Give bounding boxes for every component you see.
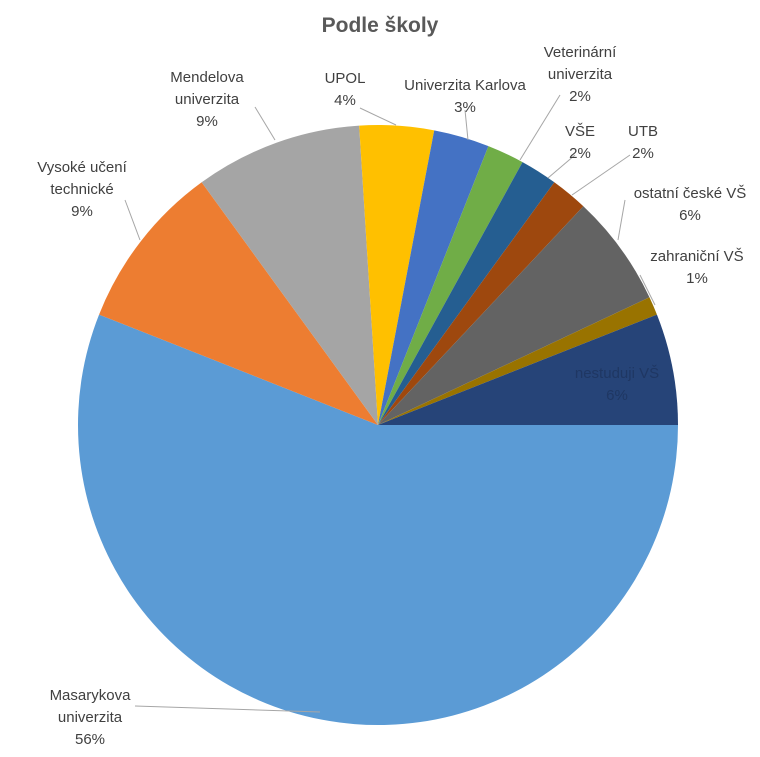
leader-line <box>547 154 576 179</box>
pie-slice <box>359 125 435 425</box>
value-label: 6% <box>606 387 628 404</box>
leader-line <box>519 94 561 161</box>
leader-line <box>639 274 656 306</box>
category-label: Mendelova univerzita <box>170 69 244 108</box>
category-label: VŠE <box>564 123 595 140</box>
pie-slice <box>378 130 489 425</box>
value-label: 56% <box>74 731 106 748</box>
value-label: 9% <box>196 113 218 130</box>
slice-label: Vysoké učení technické 9% <box>22 157 142 223</box>
pie-slice <box>99 182 379 425</box>
pie-slice <box>378 162 555 425</box>
slice-label: zahraniční VŠ 1% <box>627 246 760 290</box>
value-label: 2% <box>569 145 591 162</box>
slice-label: ostatní české VŠ 6% <box>620 183 760 227</box>
category-label: UTB <box>628 123 658 140</box>
pie-slice <box>378 297 657 425</box>
value-label: 3% <box>454 99 476 116</box>
pie-slice <box>378 314 678 425</box>
value-label: 4% <box>334 92 356 109</box>
slice-label: UTB 2% <box>618 121 668 165</box>
slices <box>78 125 678 725</box>
slice-label: Masarykova univerzita 56% <box>35 685 145 751</box>
value-label: 9% <box>71 203 93 220</box>
pie-slice <box>201 125 378 425</box>
leader-line <box>359 107 397 126</box>
slice-label: nestuduji VŠ 6% <box>557 363 677 407</box>
slice-label: Univerzita Karlova 3% <box>385 75 545 119</box>
category-label: nestuduji VŠ <box>574 365 660 382</box>
slice-label: VŠE 2% <box>555 121 605 165</box>
leader-lines <box>124 94 656 713</box>
category-label: zahraniční VŠ <box>650 248 744 265</box>
leader-line <box>617 199 626 241</box>
category-label: ostatní české VŠ <box>633 185 747 202</box>
leader-line <box>464 109 469 141</box>
value-label: 1% <box>686 270 708 287</box>
pie-slice <box>378 182 584 425</box>
category-label: Veterinární univerzita <box>543 44 617 83</box>
value-label: 2% <box>569 88 591 105</box>
pie-slice <box>78 314 678 725</box>
value-label: 2% <box>632 145 654 162</box>
leader-line <box>124 199 141 241</box>
category-label: Univerzita Karlova <box>404 77 526 94</box>
category-label: UPOL <box>324 70 366 87</box>
pie-slice <box>378 146 523 425</box>
slice-label: Mendelova univerzita 9% <box>152 67 262 133</box>
value-label: 6% <box>679 207 701 224</box>
pie-slice <box>378 206 650 425</box>
leader-line <box>571 154 631 196</box>
category-label: Masarykova univerzita <box>49 687 131 726</box>
leader-line <box>134 705 321 713</box>
slice-label: UPOL 4% <box>315 68 375 112</box>
leader-line <box>254 106 276 141</box>
category-label: Vysoké učení technické <box>37 159 127 198</box>
slice-label: Veterinární univerzita 2% <box>525 42 635 108</box>
chart-title: Podle školy <box>321 14 439 37</box>
